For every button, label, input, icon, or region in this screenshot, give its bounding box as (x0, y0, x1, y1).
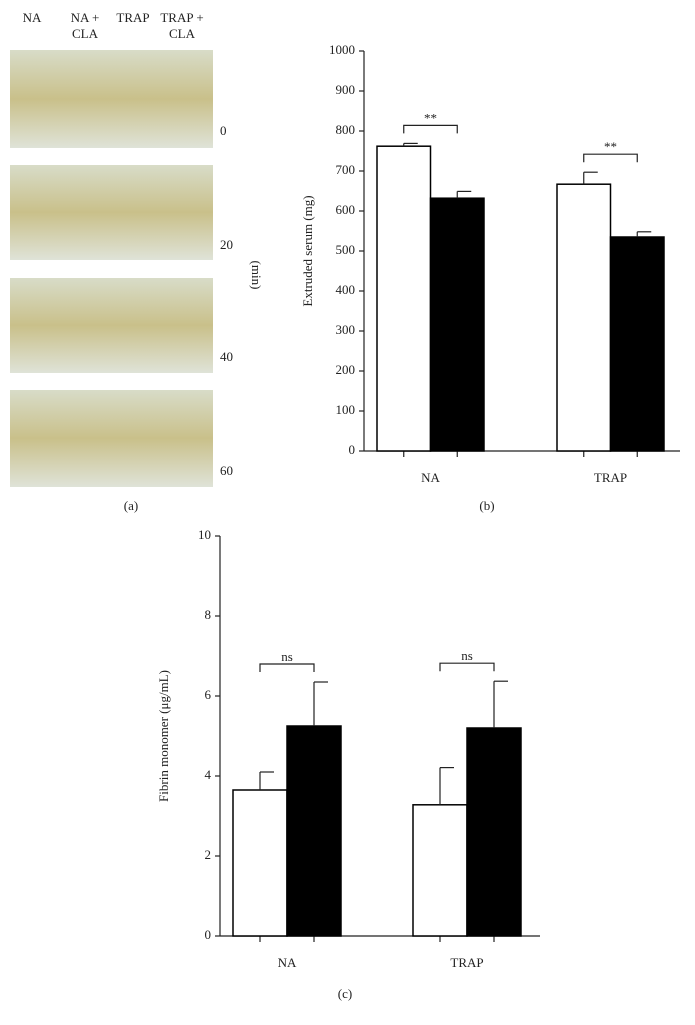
bar (466, 727, 522, 937)
photo (10, 165, 213, 260)
y-tick-label: 0 (349, 442, 356, 457)
y-tick-label: 1000 (329, 42, 355, 57)
bar (286, 725, 342, 937)
significance-label: ns (281, 649, 293, 664)
photo (10, 50, 213, 148)
y-axis-label: Fibrin monomer (μg/mL) (156, 670, 171, 802)
significance-bracket (439, 662, 495, 672)
y-tick-label: 400 (336, 282, 356, 297)
time-label: 40 (220, 349, 233, 364)
time-unit: (min) (249, 261, 264, 290)
y-tick-label: 200 (336, 362, 356, 377)
bar (376, 145, 432, 452)
time-label: 20 (220, 237, 233, 252)
significance-label: ** (604, 139, 617, 154)
x-tick-label: NA (421, 470, 440, 485)
y-tick-label: 100 (336, 402, 356, 417)
significance-bracket (403, 124, 458, 134)
y-tick-label: 500 (336, 242, 356, 257)
bar (412, 804, 468, 937)
bar (609, 236, 665, 452)
significance-bracket (259, 663, 315, 672)
y-tick-label: 300 (336, 322, 356, 337)
y-axis-label: Extruded serum (mg) (300, 195, 315, 306)
x-tick-label: TRAP (450, 955, 483, 970)
column-label: TRAP + CLA (160, 10, 203, 41)
photos (10, 50, 213, 487)
time-label: 0 (220, 123, 227, 138)
column-label: NA + CLA (71, 10, 100, 41)
time-label: 60 (220, 463, 233, 478)
significance-label: ** (424, 110, 437, 125)
column-label: NA (23, 10, 42, 25)
y-tick-label: 900 (336, 82, 356, 97)
bar (556, 183, 612, 452)
photo (10, 278, 213, 373)
y-tick-label: 8 (205, 607, 212, 622)
panel-label: (b) (479, 498, 494, 513)
y-tick-label: 2 (205, 847, 212, 862)
y-tick-label: 600 (336, 202, 356, 217)
y-tick-label: 6 (205, 687, 212, 702)
x-tick-label: TRAP (594, 470, 627, 485)
significance-bracket (583, 153, 638, 163)
panel-label: (c) (338, 986, 352, 1001)
bar (429, 197, 485, 452)
photo (10, 390, 213, 487)
column-label: TRAP (116, 10, 149, 25)
y-tick-label: 800 (336, 122, 356, 137)
bar (232, 789, 288, 937)
significance-label: ns (461, 648, 473, 663)
panel-label: (a) (124, 498, 138, 513)
y-tick-label: 700 (336, 162, 356, 177)
x-tick-label: NA (278, 955, 297, 970)
y-tick-label: 10 (198, 527, 211, 542)
y-tick-label: 4 (205, 767, 212, 782)
y-tick-label: 0 (205, 927, 212, 942)
